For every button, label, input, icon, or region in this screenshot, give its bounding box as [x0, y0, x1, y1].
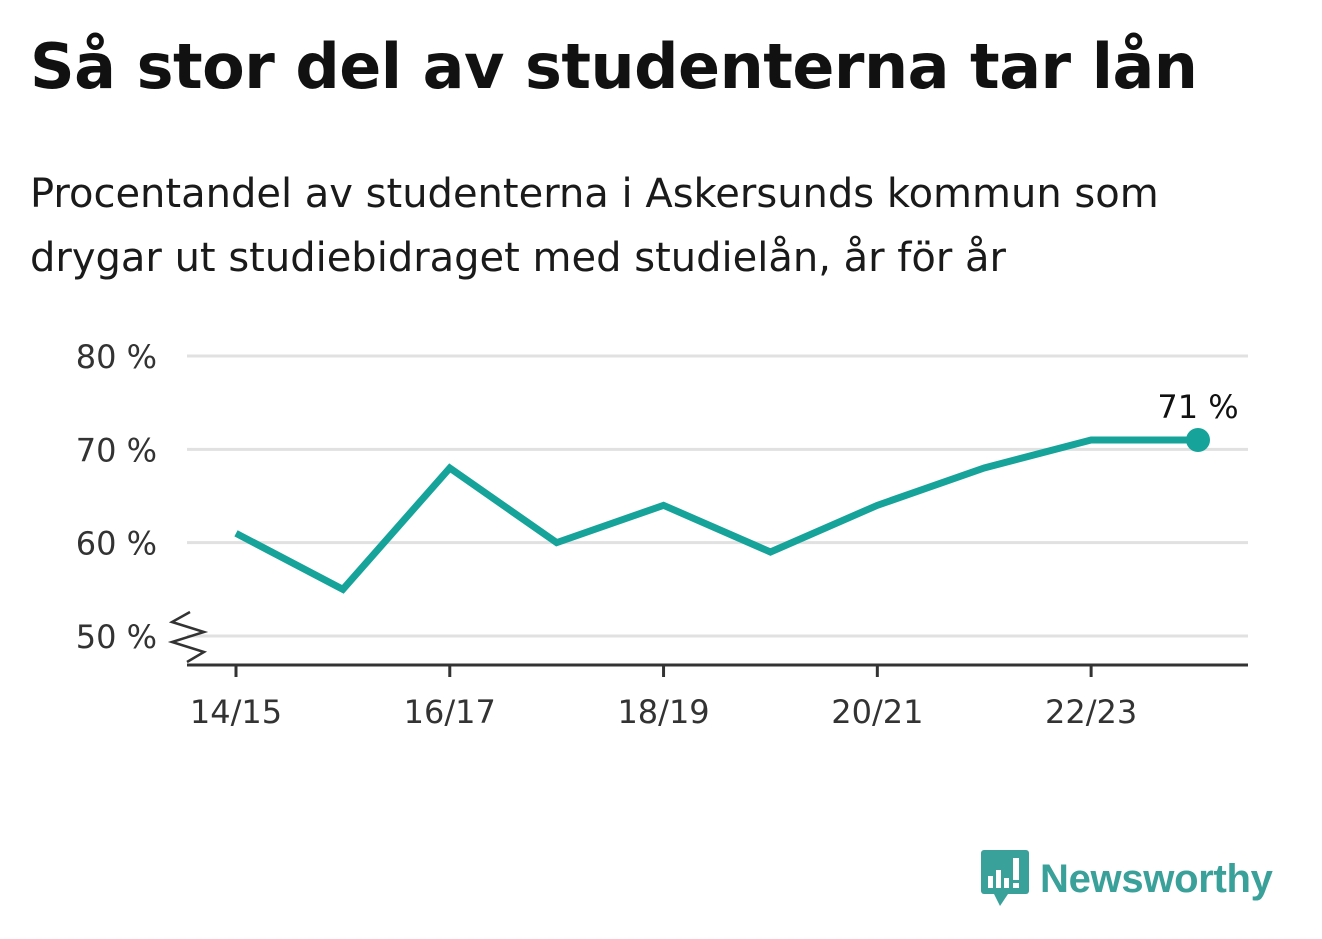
last-point-marker	[1186, 428, 1210, 452]
chart-subtitle: Procentandel av studenterna i Askersunds…	[30, 171, 1159, 281]
x-tick-label: 22/23	[1045, 693, 1137, 731]
series-line	[234, 436, 1198, 594]
x-tick-label: 18/19	[617, 693, 709, 731]
y-tick-label: 80 %	[76, 338, 157, 376]
data-labels: 71 %	[1157, 388, 1238, 426]
newsworthy-logo: Newsworthy	[980, 848, 1273, 910]
x-tick-label: 14/15	[190, 693, 282, 731]
y-axis-labels: 50 % 60 % 70 % 80 %	[76, 338, 157, 656]
gridlines	[187, 354, 1248, 638]
brand-name: Newsworthy	[1040, 856, 1273, 901]
last-point-label: 71 %	[1157, 388, 1238, 426]
x-axis	[167, 610, 1248, 677]
axis-break-mark	[167, 610, 209, 664]
y-tick-label: 70 %	[76, 431, 157, 469]
x-axis-labels: 14/15 16/17 18/19 20/21 22/23	[190, 693, 1137, 731]
x-tick-label: 16/17	[404, 693, 496, 731]
series	[234, 428, 1210, 594]
newsworthy-logo-icon	[981, 850, 1029, 906]
y-tick-label: 60 %	[76, 525, 157, 563]
chart-title: Så stor del av studenterna tar lån	[30, 30, 1198, 103]
x-tick-label: 20/21	[831, 693, 923, 731]
y-tick-label: 50 %	[76, 618, 157, 656]
